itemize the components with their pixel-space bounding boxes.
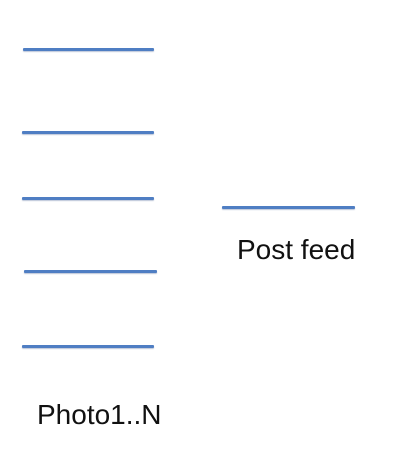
photo-line-4 <box>24 270 157 273</box>
photo-line-1 <box>23 48 154 51</box>
post-feed-label: Post feed <box>237 234 356 265</box>
photo-line-2 <box>22 131 154 134</box>
photo-line-3 <box>22 197 154 200</box>
photo-line-5 <box>22 345 154 348</box>
photo-range-label: Photo1..N <box>37 399 162 430</box>
post-feed-line <box>222 206 355 209</box>
